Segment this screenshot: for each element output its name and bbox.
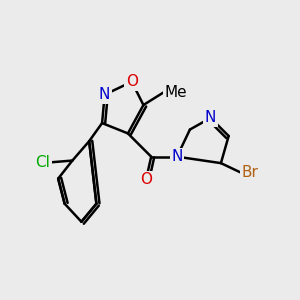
Text: O: O — [140, 172, 152, 188]
Text: Cl: Cl — [35, 155, 50, 170]
Text: N: N — [205, 110, 216, 125]
Text: Br: Br — [241, 165, 258, 180]
Text: O: O — [126, 74, 138, 89]
Text: N: N — [99, 87, 110, 102]
Text: Me: Me — [164, 85, 187, 100]
Text: N: N — [171, 149, 183, 164]
